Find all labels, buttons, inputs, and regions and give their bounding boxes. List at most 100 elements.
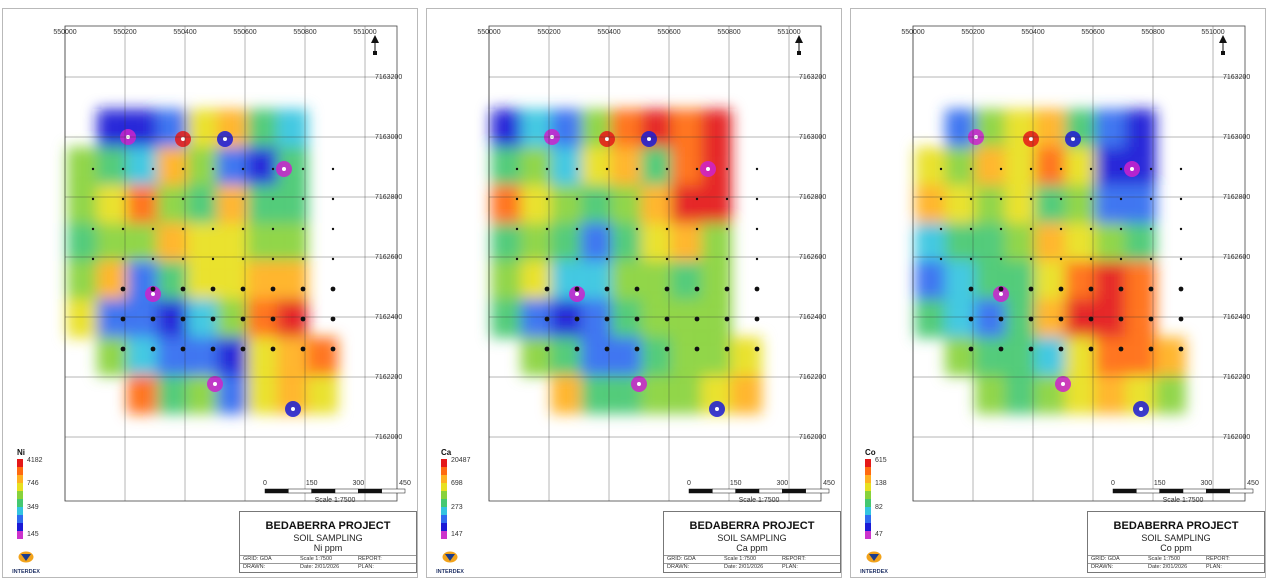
logo-mark-icon bbox=[866, 551, 882, 563]
heatmap-cell bbox=[67, 147, 98, 186]
sample-point bbox=[665, 257, 669, 261]
sample-point bbox=[969, 197, 973, 201]
heatmap-cell bbox=[641, 337, 672, 376]
scale-bar: 0 150 300 450 Scale 1:7500 bbox=[687, 480, 835, 504]
sample-point bbox=[240, 346, 246, 352]
sample-point bbox=[1148, 346, 1154, 352]
heatmap-cell bbox=[1095, 337, 1126, 376]
heatmap-cell bbox=[945, 337, 976, 376]
heatmap-cell bbox=[247, 109, 278, 148]
legend-value: 4182 bbox=[27, 457, 43, 464]
heatmap-cell bbox=[1155, 337, 1186, 376]
heatmap-cell bbox=[127, 375, 158, 414]
sample-point bbox=[939, 257, 943, 261]
sample-point bbox=[604, 286, 610, 292]
sample-point bbox=[180, 316, 186, 322]
survey-type: SOIL SAMPLING bbox=[293, 533, 363, 543]
sample-point bbox=[724, 346, 730, 352]
x-tick-label: 550400 bbox=[597, 29, 620, 36]
scale-text: Scale 1:7500 bbox=[1148, 556, 1181, 562]
sample-point bbox=[271, 227, 275, 231]
plan-text: PLAN: bbox=[1206, 564, 1222, 570]
sample-point bbox=[1059, 167, 1063, 171]
map-canvas: 550000 550200 550400 550600 550800 551000 7163… bbox=[17, 25, 411, 539]
sample-point bbox=[939, 227, 943, 231]
y-tick-label: 7162800 bbox=[1223, 194, 1250, 201]
heatmap-cell bbox=[1095, 375, 1126, 414]
north-arrow-icon bbox=[1219, 35, 1227, 55]
sample-point bbox=[999, 197, 1003, 201]
y-tick-label: 7162200 bbox=[1223, 374, 1250, 381]
heatmap-cell bbox=[671, 185, 702, 224]
sample-point bbox=[91, 257, 95, 261]
heatmap-cell bbox=[247, 261, 278, 300]
sample-point bbox=[151, 197, 155, 201]
heatmap-cell bbox=[1125, 337, 1156, 376]
sample-point bbox=[1029, 257, 1033, 261]
sample-point bbox=[151, 167, 155, 171]
heatmap-cell bbox=[187, 185, 218, 224]
sample-point bbox=[755, 227, 759, 231]
sample-point bbox=[180, 286, 186, 292]
sample-point bbox=[725, 227, 729, 231]
heatmap-cell bbox=[701, 337, 732, 376]
sample-point bbox=[725, 197, 729, 201]
sample-point bbox=[575, 167, 579, 171]
sample-point bbox=[241, 197, 245, 201]
sample-point bbox=[1118, 316, 1124, 322]
sample-point bbox=[999, 227, 1003, 231]
sample-point bbox=[330, 346, 336, 352]
scale-text: Scale 1:7500 bbox=[724, 556, 757, 562]
report-text: REPORT: bbox=[782, 556, 806, 562]
legend-value: 273 bbox=[451, 504, 463, 511]
heatmap-cell bbox=[521, 337, 552, 376]
heatmap-cell bbox=[671, 261, 702, 300]
sample-point bbox=[1058, 286, 1064, 292]
heatmap-cell bbox=[671, 109, 702, 148]
heatmap-cell bbox=[975, 337, 1006, 376]
sample-point bbox=[664, 286, 670, 292]
sample-point bbox=[150, 346, 156, 352]
sample-point bbox=[1179, 227, 1183, 231]
heatmap-cell bbox=[521, 185, 552, 224]
sample-point bbox=[241, 257, 245, 261]
scale-tick: 300 bbox=[1200, 480, 1212, 487]
sample-point bbox=[1148, 286, 1154, 292]
element-label: Ca ppm bbox=[736, 543, 768, 553]
sample-point bbox=[695, 227, 699, 231]
heatmap bbox=[915, 109, 1186, 414]
sample-point bbox=[695, 197, 699, 201]
heatmap-cell bbox=[187, 261, 218, 300]
y-tick-label: 7162200 bbox=[375, 374, 402, 381]
interdex-logo: INTERDEX bbox=[9, 551, 43, 575]
scale-tick: 450 bbox=[823, 480, 835, 487]
heatmap-cell bbox=[1005, 147, 1036, 186]
sample-point bbox=[1089, 257, 1093, 261]
sample-point bbox=[241, 167, 245, 171]
sample-point bbox=[604, 346, 610, 352]
heatmap-cell bbox=[701, 261, 732, 300]
heatmap-cell bbox=[217, 185, 248, 224]
sample-point bbox=[331, 167, 335, 171]
heatmap-cell bbox=[701, 109, 732, 148]
y-tick-label: 7162800 bbox=[375, 194, 402, 201]
sample-point bbox=[575, 227, 579, 231]
info-row-1: GRID: GDA Scale 1:7500 REPORT: bbox=[240, 555, 416, 563]
sample-point bbox=[300, 316, 306, 322]
heatmap-cell bbox=[1035, 337, 1066, 376]
legend-value: 47 bbox=[875, 531, 883, 538]
heatmap-cell bbox=[1005, 185, 1036, 224]
heatmap-cell bbox=[915, 261, 946, 300]
info-row-1: GRID: GDA Scale 1:7500 REPORT: bbox=[664, 555, 840, 563]
heatmap-cell bbox=[277, 109, 308, 148]
heatmap-cell bbox=[491, 185, 522, 224]
heatmap-cell bbox=[277, 261, 308, 300]
heatmap-cell bbox=[1005, 261, 1036, 300]
sample-point bbox=[969, 227, 973, 231]
sample-point bbox=[664, 346, 670, 352]
sample-point bbox=[574, 346, 580, 352]
heatmap-cell bbox=[1125, 261, 1156, 300]
y-tick-label: 7163000 bbox=[1223, 134, 1250, 141]
logo-text: INTERDEX bbox=[860, 569, 888, 575]
